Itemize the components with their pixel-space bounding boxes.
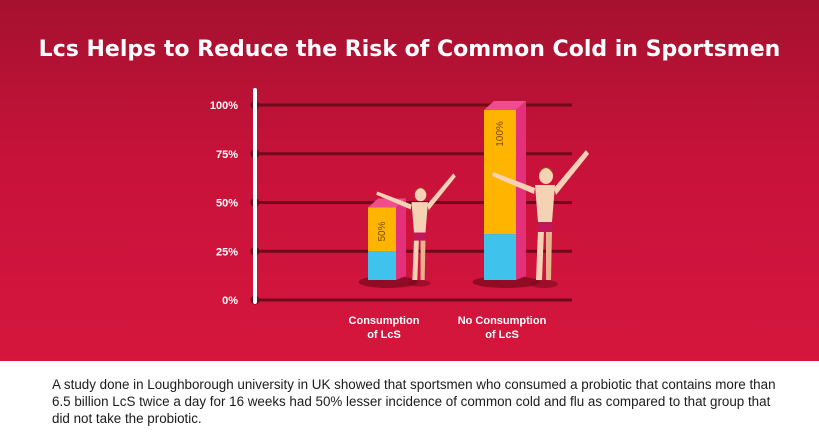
bar-top-face bbox=[484, 101, 526, 110]
figure-shadow bbox=[407, 280, 431, 287]
x-category-label: Consumption bbox=[349, 315, 420, 327]
figure-trunks bbox=[413, 232, 427, 241]
figure-trunks bbox=[537, 222, 553, 232]
figure-leg bbox=[420, 239, 426, 280]
x-category-label: of LcS bbox=[485, 329, 519, 341]
bar bbox=[368, 251, 396, 280]
y-tick-label: 50% bbox=[216, 198, 238, 210]
y-tick-label: 25% bbox=[216, 246, 238, 258]
sportsman-figure bbox=[492, 150, 589, 288]
figure-arm bbox=[554, 150, 589, 195]
figure-arm bbox=[376, 191, 412, 210]
sportsman-figure bbox=[376, 173, 456, 287]
figure-torso bbox=[411, 202, 428, 233]
figure-leg bbox=[536, 230, 544, 280]
figure-shadow bbox=[530, 280, 558, 288]
figure-torso bbox=[535, 185, 555, 222]
bar bbox=[484, 234, 516, 280]
bar-segment-upper bbox=[368, 207, 396, 252]
figure-leg bbox=[412, 239, 419, 280]
figure-leg bbox=[546, 230, 552, 280]
figure-arm bbox=[492, 172, 535, 194]
y-tick-label: 0% bbox=[222, 295, 238, 307]
figure-head bbox=[414, 188, 427, 202]
chart-title: Lcs Helps to Reduce the Risk of Common C… bbox=[38, 37, 781, 62]
bar-side bbox=[396, 198, 406, 280]
bar-side bbox=[516, 101, 526, 280]
x-category-label: of LcS bbox=[367, 329, 401, 341]
figure-arm bbox=[427, 173, 456, 211]
y-tick-label: 100% bbox=[210, 100, 238, 112]
bar-value-label: 100% bbox=[495, 121, 506, 147]
bar-segment-upper bbox=[484, 110, 516, 235]
figure-head bbox=[539, 168, 553, 184]
bar-chart: 0% 25% 50% 75% 100% 50% 100% Consumption of LcS N… bbox=[210, 100, 589, 341]
figure-hair bbox=[414, 187, 427, 194]
bar-value-label: 50% bbox=[377, 221, 388, 241]
x-category-label: No Consumption bbox=[458, 315, 547, 327]
figure-hair bbox=[539, 167, 553, 174]
study-caption: A study done in Loughborough university … bbox=[52, 377, 776, 426]
y-tick-label: 75% bbox=[216, 149, 238, 161]
